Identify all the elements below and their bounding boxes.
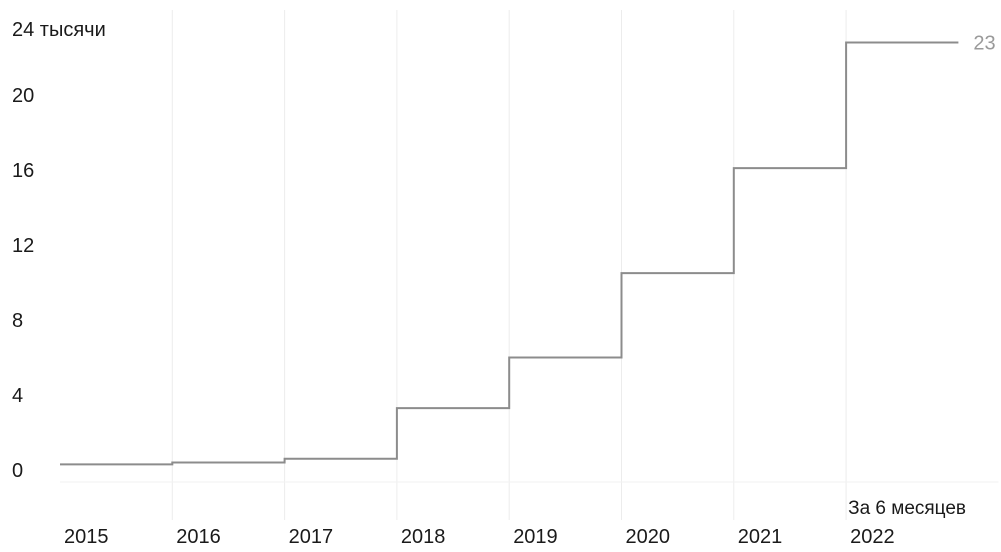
x-tick-label-2017: 2017 xyxy=(289,526,334,548)
y-axis-label: 24 тысячи xyxy=(12,19,106,41)
y-tick-label: 8 xyxy=(12,310,23,332)
vertical-gridlines xyxy=(171,10,847,520)
x-tick-label-2022: 2022 xyxy=(850,526,895,548)
x-tick-label-2018: 2018 xyxy=(401,526,446,548)
x-tick-label-2019: 2019 xyxy=(513,526,558,548)
y-tick-label: 12 xyxy=(12,235,34,257)
x-tick-label-2020: 2020 xyxy=(626,526,671,548)
x-tick-label-2016: 2016 xyxy=(176,526,221,548)
last-period-note: За 6 месяцев xyxy=(848,498,966,519)
y-tick-label: 0 xyxy=(12,460,23,482)
series-line xyxy=(60,41,959,466)
y-tick-label: 20 xyxy=(12,85,34,107)
end-value-label: 23 xyxy=(973,33,995,55)
y-axis-tick-labels: 0 4 8 12 16 20 xyxy=(12,85,34,482)
y-tick-label: 4 xyxy=(12,385,23,407)
x-tick-label-2015: 2015 xyxy=(64,526,109,548)
y-tick-label: 16 xyxy=(12,160,34,182)
x-tick-label-2021: 2021 xyxy=(738,526,783,548)
x-axis-tick-labels: 2015 2016 2017 2018 2019 2020 2021 2022 xyxy=(64,526,895,548)
